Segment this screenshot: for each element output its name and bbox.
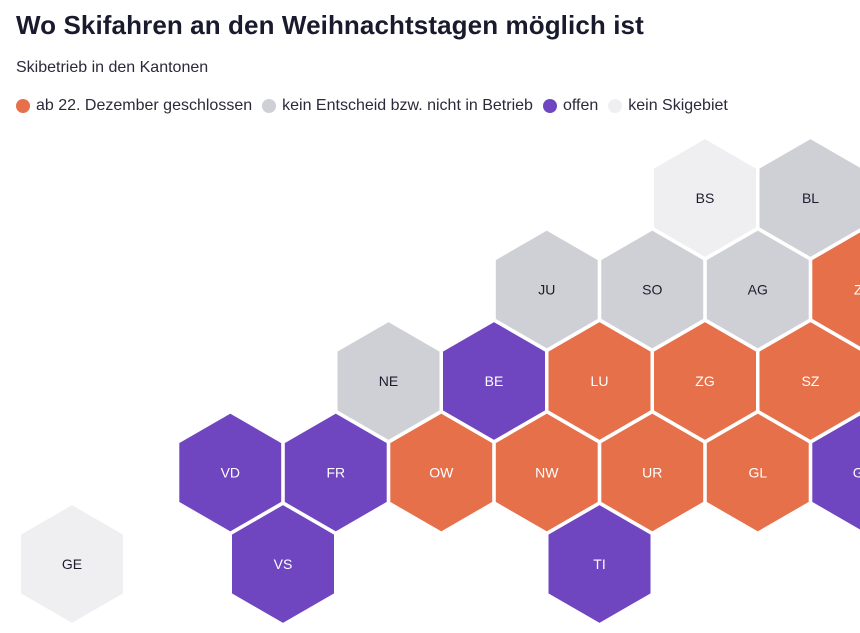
canton-hex-ju bbox=[493, 228, 600, 351]
canton-label-ju: JU bbox=[538, 282, 555, 298]
canton-hex-ne bbox=[335, 319, 442, 443]
canton-hex-ge bbox=[19, 502, 125, 626]
canton-label-ur: UR bbox=[642, 465, 662, 481]
legend-item-none: kein Skigebiet bbox=[608, 97, 728, 115]
legend-label-open: offen bbox=[562, 97, 599, 114]
canton-label-bl: BL bbox=[802, 190, 819, 206]
canton-ge: GE bbox=[19, 502, 125, 626]
legend-label-none: kein Skigebiet bbox=[628, 97, 728, 114]
canton-ow: OW bbox=[388, 411, 495, 534]
canton-hex-vs bbox=[230, 502, 336, 626]
legend-swatch-open bbox=[542, 99, 557, 113]
canton-label-ge: GE bbox=[62, 556, 82, 572]
canton-label-vd: VD bbox=[221, 465, 240, 481]
canton-hex-sz bbox=[757, 319, 860, 443]
chart-title: Wo Skifahren an den Weihnachtstagen mögl… bbox=[16, 10, 644, 40]
canton-be: BE bbox=[441, 319, 547, 443]
canton-label-ti: TI bbox=[593, 556, 605, 572]
canton-label-gr: GR bbox=[853, 465, 860, 481]
canton-label-ne: NE bbox=[379, 373, 398, 389]
canton-ne: NE bbox=[335, 319, 442, 443]
canton-gr: GR bbox=[810, 413, 860, 532]
canton-hex-zg bbox=[652, 319, 758, 443]
legend-item-closed: ab 22. Dezember geschlossen bbox=[16, 97, 252, 115]
canton-fr: FR bbox=[282, 411, 389, 534]
canton-hex-zh bbox=[810, 230, 860, 349]
legend-label-closed: ab 22. Dezember geschlossen bbox=[36, 97, 253, 114]
canton-zh: ZH bbox=[810, 230, 860, 349]
canton-ju: JU bbox=[493, 228, 600, 351]
canton-gl: GL bbox=[704, 411, 811, 534]
canton-hex-bs bbox=[652, 136, 758, 260]
canton-hex-lu bbox=[546, 319, 653, 443]
canton-ur: UR bbox=[599, 411, 706, 534]
canton-bl: BL bbox=[757, 136, 860, 260]
canton-label-ow: OW bbox=[429, 465, 454, 481]
canton-label-be: BE bbox=[485, 373, 504, 389]
canton-hex-fr bbox=[282, 411, 389, 534]
canton-bs: BS bbox=[652, 136, 758, 260]
canton-hex-vd bbox=[177, 411, 284, 534]
canton-lu: LU bbox=[546, 319, 653, 443]
legend-swatch-closed bbox=[16, 99, 30, 113]
canton-hex-gr bbox=[810, 413, 860, 532]
canton-sz: SZ bbox=[757, 319, 860, 443]
canton-label-zg: ZG bbox=[695, 373, 714, 389]
canton-label-vs: VS bbox=[274, 556, 293, 572]
legend: ab 22. Dezember geschlossen kein Entsche… bbox=[16, 97, 738, 115]
canton-vd: VD bbox=[177, 411, 284, 534]
canton-hex-nw bbox=[493, 411, 600, 534]
canton-label-fr: FR bbox=[326, 465, 345, 481]
legend-item-undecided: kein Entscheid bzw. nicht in Betrieb bbox=[262, 97, 533, 115]
canton-label-sz: SZ bbox=[802, 373, 820, 389]
canton-hex-ow bbox=[388, 411, 495, 534]
canton-hex-so bbox=[599, 228, 706, 351]
canton-zg: ZG bbox=[652, 319, 758, 443]
canton-nw: NW bbox=[493, 411, 600, 534]
canton-vs: VS bbox=[230, 502, 336, 626]
canton-label-so: SO bbox=[642, 282, 662, 298]
canton-label-bs: BS bbox=[696, 190, 715, 206]
chart-subtitle: Skibetrieb in den Kantonen bbox=[16, 59, 209, 76]
canton-hex-ag bbox=[704, 228, 811, 351]
legend-label-undecided: kein Entscheid bzw. nicht in Betrieb bbox=[282, 97, 533, 114]
canton-hex-bl bbox=[757, 136, 860, 260]
canton-label-gl: GL bbox=[748, 465, 767, 481]
legend-swatch-undecided bbox=[262, 99, 277, 113]
canton-hex-be bbox=[441, 319, 547, 443]
legend-swatch-none bbox=[608, 99, 623, 113]
canton-so: SO bbox=[599, 228, 706, 351]
canton-hex-ur bbox=[599, 411, 706, 534]
legend-item-open: offen bbox=[542, 97, 599, 115]
canton-ti: TI bbox=[546, 502, 653, 626]
canton-label-nw: NW bbox=[535, 465, 559, 481]
canton-label-lu: LU bbox=[591, 373, 609, 389]
canton-label-zh: ZH bbox=[854, 282, 860, 298]
canton-hex-gl bbox=[704, 411, 811, 534]
canton-label-ag: AG bbox=[748, 282, 768, 298]
canton-ag: AG bbox=[704, 228, 811, 351]
canton-hex-ti bbox=[546, 502, 653, 626]
